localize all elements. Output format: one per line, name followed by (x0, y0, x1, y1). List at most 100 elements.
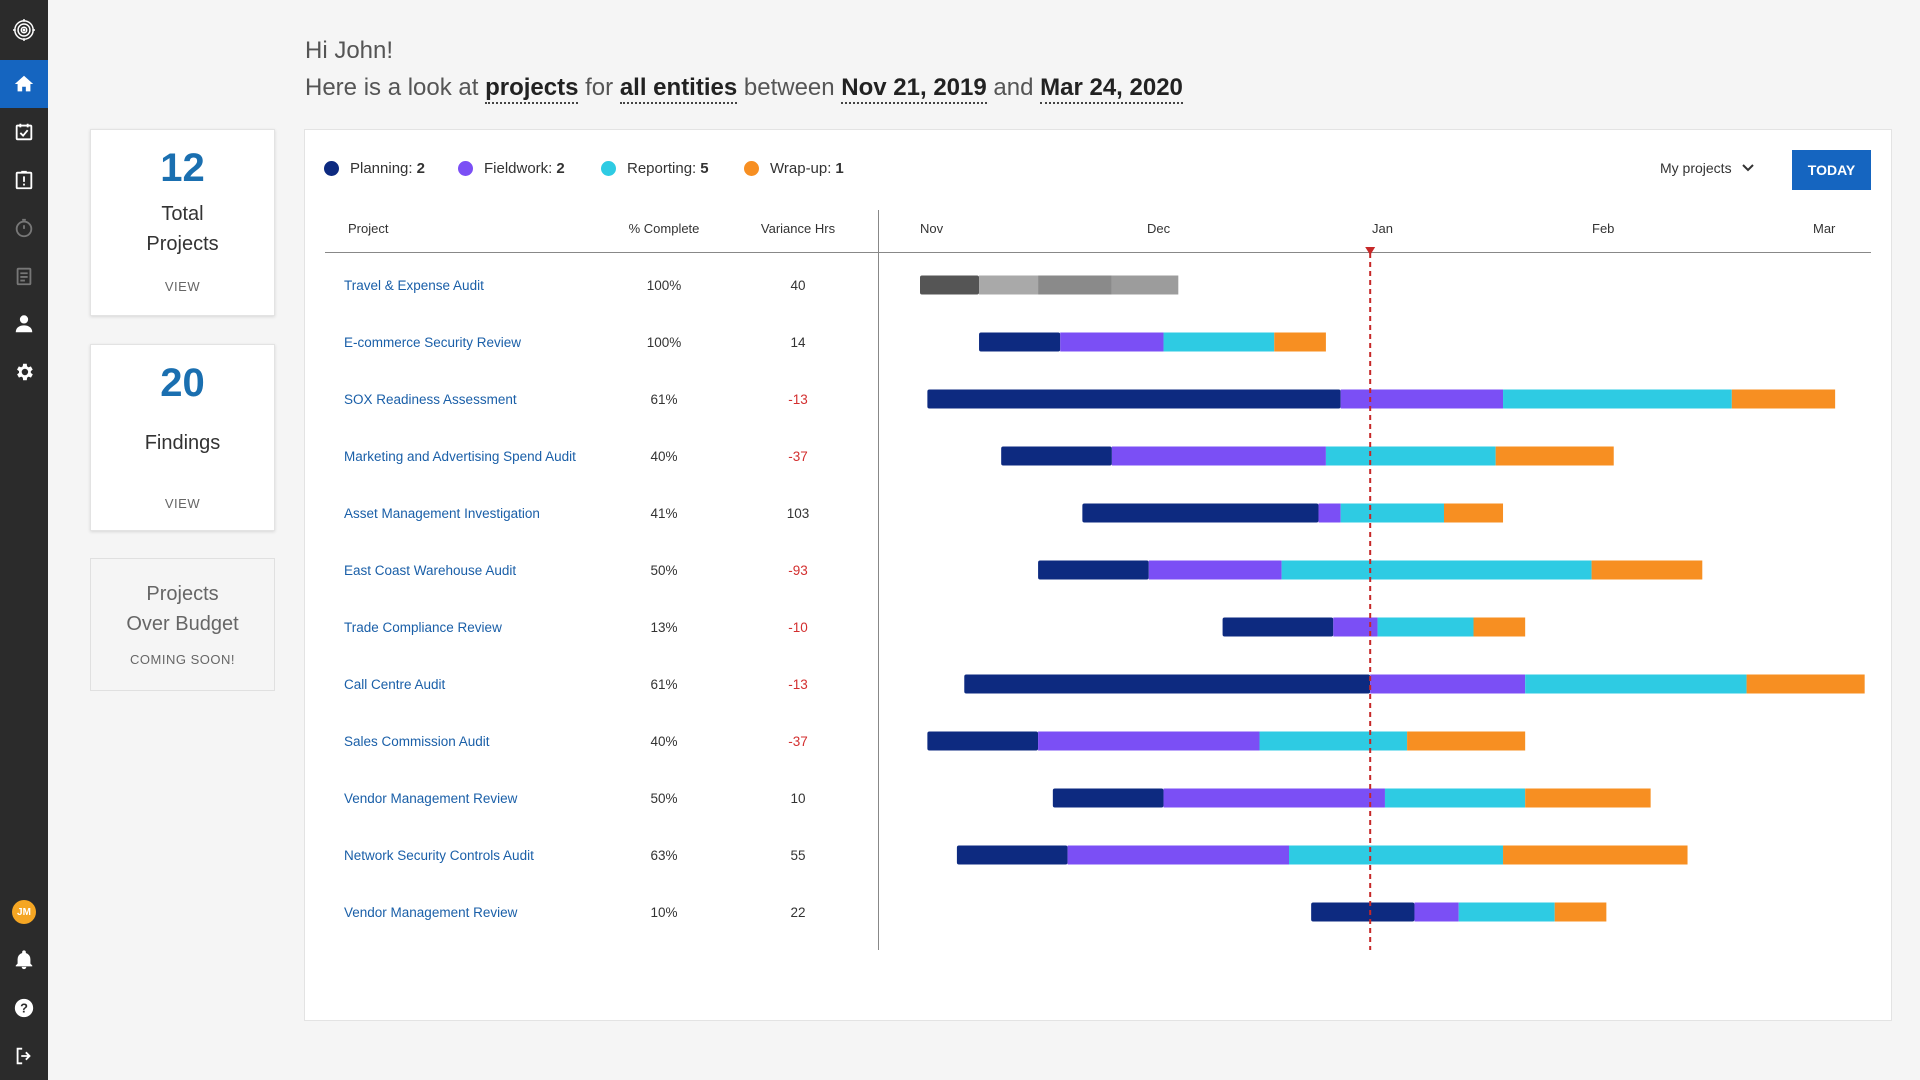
project-link[interactable]: Travel & Expense Audit (344, 278, 484, 293)
legend-wrapup-label: Wrap-up: (770, 160, 832, 177)
checkbox-icon[interactable] (0, 108, 48, 156)
gantt-bar-fieldwork-segment[interactable] (1340, 389, 1504, 409)
findings-card[interactable]: 20 Findings VIEW (90, 344, 275, 531)
project-link[interactable]: SOX Readiness Assessment (344, 392, 517, 407)
gantt-bar-fieldwork-segment[interactable] (1163, 788, 1385, 808)
home-icon[interactable] (0, 60, 48, 108)
total-projects-card[interactable]: 12 Total Projects VIEW (90, 129, 275, 316)
gantt-bar-wrapup-segment[interactable] (1503, 845, 1688, 865)
gantt-bar-fieldwork-segment[interactable] (1111, 446, 1326, 466)
target-logo-icon[interactable] (0, 6, 48, 54)
project-link[interactable]: Marketing and Advertising Spend Audit (344, 449, 576, 464)
gantt-bar-planning-segment[interactable] (1311, 902, 1415, 922)
gantt-bar-planning-segment[interactable] (1082, 503, 1319, 523)
gantt-bar-planning-segment[interactable] (1038, 560, 1149, 580)
gantt-bar-reporting-segment[interactable] (1281, 560, 1592, 580)
percent-complete: 13% (650, 620, 678, 635)
gantt-bar-reporting-segment[interactable] (1325, 446, 1496, 466)
gantt-bar-wrapup-segment[interactable] (1746, 674, 1865, 694)
gantt-bar-planning-segment[interactable] (979, 332, 1061, 352)
chevron-down-icon (1741, 164, 1754, 172)
entities-selector[interactable]: all entities (619, 74, 738, 104)
subject-selector[interactable]: projects (485, 74, 579, 104)
logout-icon[interactable] (0, 1032, 48, 1080)
gantt-bar-wrapup-segment[interactable] (1554, 902, 1607, 922)
project-link[interactable]: Call Centre Audit (344, 677, 446, 692)
percent-complete: 40% (650, 449, 678, 464)
total-projects-view-link[interactable]: VIEW (164, 279, 201, 294)
gantt-bar-reporting-segment[interactable] (1163, 332, 1275, 352)
project-link[interactable]: Trade Compliance Review (344, 620, 502, 635)
stopwatch-icon[interactable] (0, 204, 48, 252)
project-link[interactable]: E-commerce Security Review (344, 335, 522, 350)
legend-fieldwork: Fieldwork: 2 (458, 160, 565, 177)
gantt-bar-fieldwork-segment[interactable] (1333, 617, 1378, 637)
variance-hours: -13 (788, 677, 808, 692)
legend-reporting: Reporting: 5 (601, 160, 709, 177)
greeting-hello: Hi John! (305, 37, 394, 64)
month-label-feb: Feb (1592, 221, 1615, 236)
gantt-bar-wrapup-segment[interactable] (1591, 560, 1703, 580)
gantt-bar-fieldwork-segment[interactable] (1370, 674, 1526, 694)
legend-planning: Planning: 2 (324, 160, 425, 177)
gantt-bar-reporting-segment[interactable] (1038, 275, 1112, 295)
gantt-bar-wrapup-segment[interactable] (1443, 503, 1504, 523)
percent-complete: 10% (650, 905, 678, 920)
column-header-variance[interactable]: Variance Hrs (760, 221, 836, 236)
help-icon[interactable]: ? (0, 984, 48, 1032)
gantt-bar-planning-segment[interactable] (1052, 788, 1164, 808)
project-link[interactable]: East Coast Warehouse Audit (344, 563, 517, 578)
projects-filter-dropdown[interactable]: My projects (1660, 160, 1754, 176)
gantt-bar-fieldwork-segment[interactable] (1148, 560, 1282, 580)
user-icon[interactable] (0, 300, 48, 348)
legend-reporting-count: 5 (700, 160, 709, 177)
project-link[interactable]: Vendor Management Review (344, 791, 518, 806)
gear-icon[interactable] (0, 348, 48, 396)
gantt-bar-planning-segment[interactable] (927, 389, 1341, 409)
gantt-bar-wrapup-segment[interactable] (1407, 731, 1526, 751)
end-date-selector[interactable]: Mar 24, 2020 (1040, 74, 1183, 104)
gantt-bar-fieldwork-segment[interactable] (1414, 902, 1459, 922)
gantt-bar-wrapup-segment[interactable] (1274, 332, 1326, 352)
variance-hours: 40 (790, 278, 806, 293)
gantt-bar-planning-segment[interactable] (956, 845, 1068, 865)
gantt-bar-reporting-segment[interactable] (1259, 731, 1408, 751)
gantt-bar-reporting-segment[interactable] (1458, 902, 1555, 922)
gantt-bar-planning-segment[interactable] (964, 674, 1371, 694)
gantt-bar-wrapup-segment[interactable] (1473, 617, 1526, 637)
alert-clipboard-icon[interactable] (0, 156, 48, 204)
variance-hours: 22 (790, 905, 806, 920)
gantt-bar-fieldwork-segment[interactable] (1067, 845, 1290, 865)
gantt-bar-wrapup-segment[interactable] (1731, 389, 1836, 409)
project-link[interactable]: Asset Management Investigation (344, 506, 540, 521)
legend-planning-swatch (324, 161, 339, 176)
bell-icon[interactable] (0, 936, 48, 984)
gantt-bar-planning-segment[interactable] (1222, 617, 1334, 637)
gantt-bar-wrapup-segment[interactable] (1111, 275, 1179, 295)
gantt-bar-fieldwork-segment[interactable] (1060, 332, 1164, 352)
gantt-bar-reporting-segment[interactable] (1340, 503, 1444, 523)
column-header-project[interactable]: Project (348, 221, 389, 236)
column-header-complete[interactable]: % Complete (628, 221, 700, 236)
gantt-bar-fieldwork-segment[interactable] (979, 275, 1039, 295)
document-icon[interactable] (0, 252, 48, 300)
today-button[interactable]: TODAY (1792, 150, 1871, 190)
project-link[interactable]: Vendor Management Review (344, 905, 518, 920)
gantt-bar-fieldwork-segment[interactable] (1318, 503, 1341, 523)
gantt-bar-reporting-segment[interactable] (1503, 389, 1732, 409)
gantt-bar-reporting-segment[interactable] (1384, 788, 1526, 808)
start-date-selector[interactable]: Nov 21, 2019 (841, 74, 987, 104)
gantt-bar-reporting-segment[interactable] (1377, 617, 1474, 637)
findings-view-link[interactable]: VIEW (164, 496, 201, 511)
project-link[interactable]: Network Security Controls Audit (344, 848, 534, 863)
project-link[interactable]: Sales Commission Audit (344, 734, 490, 749)
gantt-bar-planning-segment[interactable] (920, 275, 980, 295)
gantt-bar-fieldwork-segment[interactable] (1038, 731, 1260, 751)
gantt-bar-reporting-segment[interactable] (1289, 845, 1504, 865)
gantt-bar-planning-segment[interactable] (1001, 446, 1112, 466)
gantt-bar-wrapup-segment[interactable] (1495, 446, 1614, 466)
gantt-bar-wrapup-segment[interactable] (1525, 788, 1651, 808)
gantt-bar-planning-segment[interactable] (927, 731, 1039, 751)
avatar[interactable]: JM (0, 888, 48, 936)
gantt-bar-reporting-segment[interactable] (1525, 674, 1747, 694)
